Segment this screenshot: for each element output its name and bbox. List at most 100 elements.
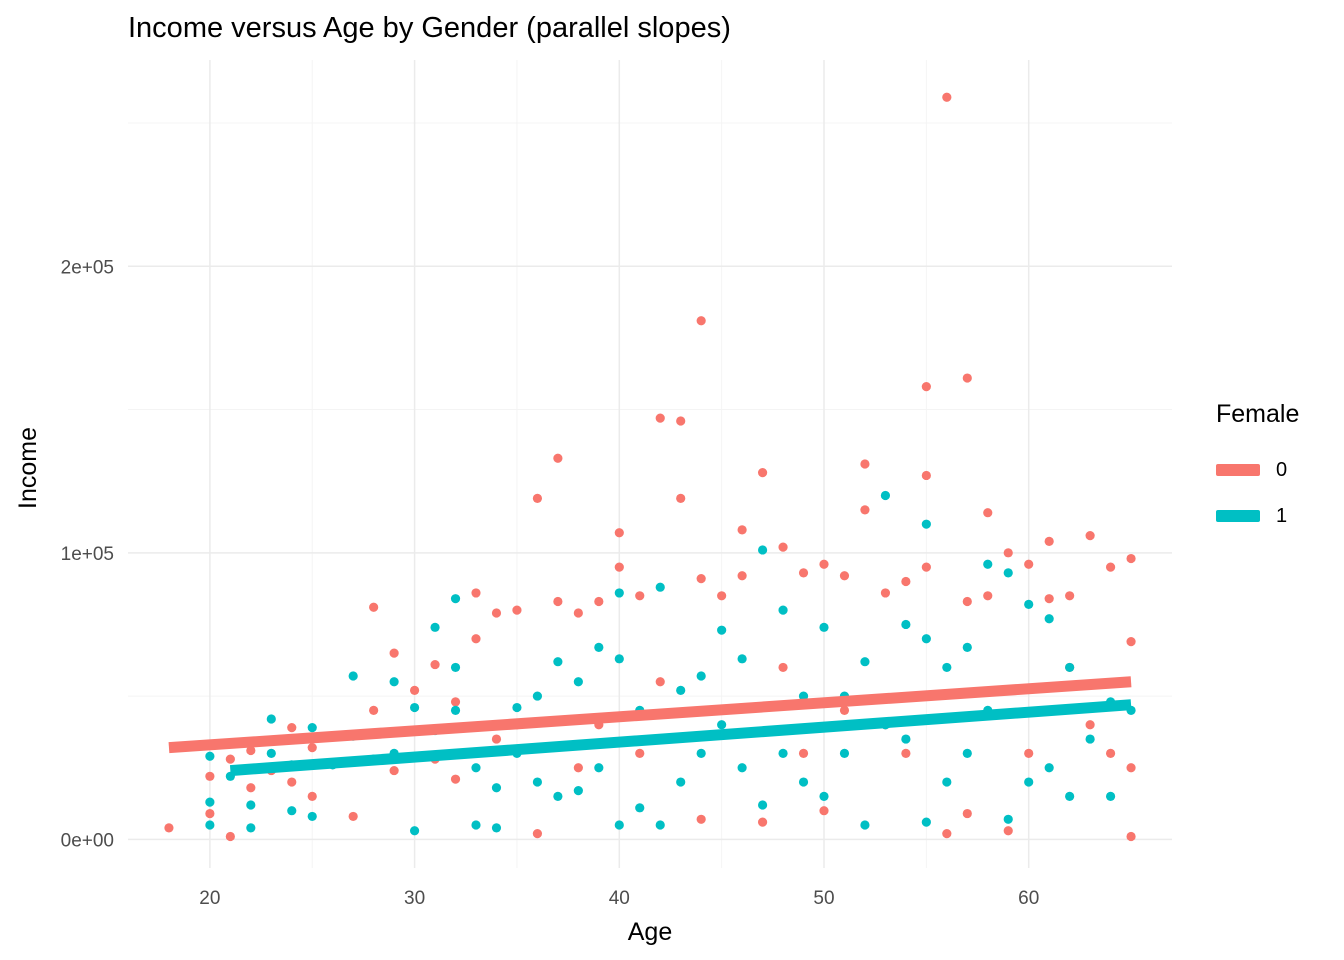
data-point-series-1 (491, 823, 502, 833)
data-point-series-1 (962, 642, 972, 652)
data-point-series-0 (573, 608, 583, 618)
y-tick-label: 0e+00 (61, 830, 114, 851)
data-point-series-0 (778, 542, 788, 552)
data-point-series-0 (1065, 591, 1075, 601)
data-point-series-1 (205, 751, 215, 761)
data-point-series-1 (246, 800, 256, 810)
data-point-series-0 (696, 316, 706, 326)
data-point-series-1 (614, 654, 624, 664)
legend: Female 0 1 (1216, 400, 1299, 539)
data-point-series-1 (778, 748, 788, 758)
data-point-series-1 (1105, 791, 1116, 801)
fit-line-series-0 (168, 676, 1132, 754)
data-point-series-1 (450, 662, 461, 673)
data-point-series-0 (553, 596, 563, 607)
data-point-series-0 (921, 562, 931, 572)
data-point-series-1 (348, 671, 358, 681)
data-point-series-1 (430, 622, 440, 632)
data-point-series-0 (512, 605, 522, 615)
data-point-series-1 (798, 691, 809, 701)
data-point-series-0 (1126, 553, 1136, 564)
data-point-series-1 (696, 748, 706, 758)
data-point-series-1 (471, 820, 481, 830)
data-point-series-1 (1085, 734, 1095, 744)
fit-line-series-1 (229, 699, 1132, 777)
legend-item-1: 1 (1216, 493, 1299, 539)
data-point-series-1 (1024, 599, 1034, 609)
data-point-series-0 (717, 591, 727, 601)
data-point-series-1 (778, 605, 788, 615)
data-point-series-0 (246, 745, 256, 756)
data-point-series-0 (839, 705, 850, 716)
data-point-series-1 (205, 797, 215, 807)
data-point-series-0 (942, 829, 952, 839)
x-tick-label: 50 (813, 888, 834, 909)
data-point-series-1 (901, 734, 911, 744)
data-point-series-0 (860, 459, 870, 469)
data-point-series-0 (450, 697, 461, 707)
data-point-series-0 (635, 748, 645, 758)
data-point-series-0 (1044, 536, 1054, 546)
data-point-series-0 (532, 493, 543, 503)
data-point-series-0 (553, 453, 563, 463)
data-point-series-1 (491, 783, 502, 793)
data-point-series-1 (696, 671, 706, 681)
data-point-series-0 (471, 588, 481, 598)
legend-label-1: 1 (1276, 504, 1288, 527)
data-point-series-0 (798, 568, 809, 578)
data-point-series-0 (491, 608, 502, 618)
data-point-series-1 (450, 705, 461, 716)
data-point-series-1 (594, 763, 604, 773)
data-point-series-0 (369, 602, 379, 612)
data-point-series-0 (921, 470, 931, 481)
data-point-series-1 (1003, 814, 1013, 824)
data-point-series-1 (307, 811, 317, 822)
data-point-series-1 (921, 519, 931, 529)
chart-title: Income versus Age by Gender (parallel sl… (128, 12, 731, 44)
data-point-series-0 (287, 723, 297, 733)
data-point-series-1 (471, 763, 481, 773)
data-point-series-0 (205, 771, 215, 781)
x-axis-title: Age (628, 918, 672, 946)
data-point-series-1 (655, 820, 665, 830)
data-point-series-0 (532, 829, 543, 839)
data-point-series-1 (942, 662, 952, 673)
data-point-series-1 (819, 622, 829, 632)
data-point-series-1 (409, 826, 420, 836)
data-point-series-0 (983, 591, 993, 601)
data-point-series-1 (1065, 662, 1075, 673)
data-point-series-0 (1024, 559, 1034, 569)
data-point-series-0 (307, 743, 317, 753)
data-point-series-1 (921, 634, 931, 644)
data-point-series-1 (798, 777, 809, 787)
data-point-series-0 (655, 413, 665, 423)
data-points (164, 92, 1136, 842)
data-point-series-1 (1003, 568, 1013, 578)
data-point-series-1 (614, 820, 624, 830)
data-point-series-1 (860, 657, 870, 667)
legend-key-0 (1216, 464, 1260, 476)
data-point-series-1 (553, 791, 563, 801)
x-tick-label: 40 (609, 888, 630, 909)
data-point-series-0 (1126, 637, 1136, 647)
data-point-series-0 (839, 571, 850, 581)
data-point-series-0 (348, 811, 358, 822)
data-point-series-0 (1003, 548, 1013, 558)
data-point-series-0 (409, 685, 420, 695)
data-point-series-1 (512, 702, 522, 713)
data-point-series-0 (901, 576, 911, 587)
data-point-series-0 (1085, 531, 1095, 541)
data-point-series-1 (1044, 614, 1054, 624)
data-point-series-0 (696, 574, 706, 584)
data-point-series-1 (532, 777, 543, 787)
data-point-series-0 (676, 493, 686, 503)
data-point-series-1 (450, 594, 461, 604)
x-axis-ticks: 20 30 40 50 60 (199, 888, 1039, 909)
data-point-series-1 (205, 820, 215, 830)
data-point-series-0 (225, 831, 235, 842)
data-point-series-0 (1024, 748, 1034, 758)
data-point-series-0 (757, 467, 768, 478)
data-point-series-0 (205, 808, 215, 819)
data-point-series-0 (962, 808, 972, 819)
data-point-series-0 (471, 634, 481, 644)
